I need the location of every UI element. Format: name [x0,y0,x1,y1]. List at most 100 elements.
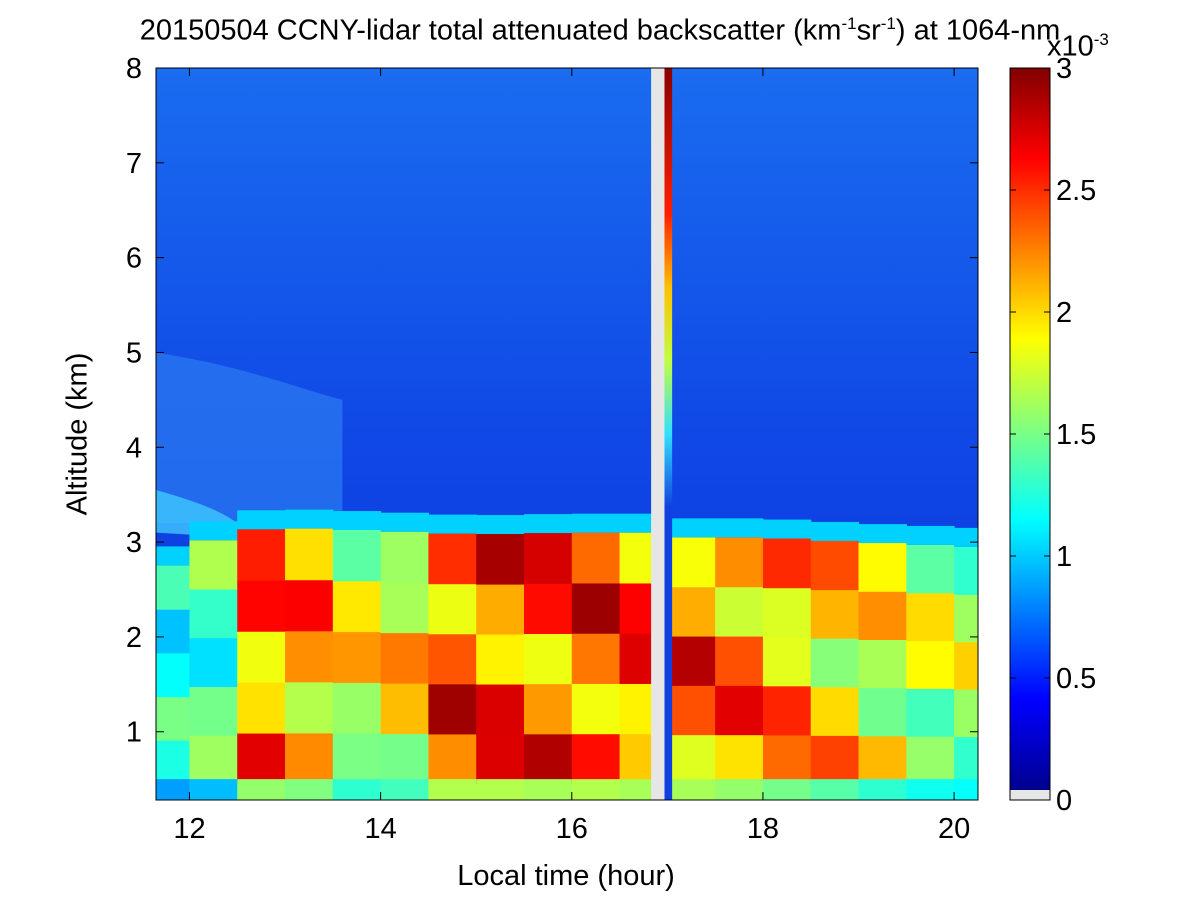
backscatter-cell [858,591,907,640]
backscatter-cell [428,683,477,735]
backscatter-cell [189,735,238,785]
layer-top-transition [285,509,334,529]
backscatter-cell [332,580,382,633]
backscatter-cell [332,682,382,734]
backscatter-cell [380,531,430,583]
layer-top-transition [476,515,525,535]
layer-top-transition [667,518,716,538]
surface-band [906,779,955,800]
backscatter-cell [954,641,978,690]
backscatter-cell [189,637,238,688]
backscatter-cell [954,689,978,738]
backscatter-cell [667,586,716,637]
backscatter-cell [476,534,525,585]
surface-band [332,779,382,800]
surface-band [285,779,334,800]
backscatter-cell [380,733,430,785]
backscatter-cell [858,639,907,689]
backscatter-cell [156,652,191,698]
backscatter-cell [523,683,573,735]
backscatter-cell [332,530,382,582]
backscatter-cell [237,682,286,734]
backscatter-cell [810,686,860,736]
surface-band [523,779,573,800]
backscatter-cell [858,735,907,785]
backscatter-cell [954,546,978,595]
backscatter-cell [285,630,334,683]
layer-top-transition [715,518,764,538]
x-tick-label: 18 [747,813,779,845]
backscatter-cell [237,529,286,581]
backscatter-cell [906,544,955,594]
x-axis-label: Local time (hour) [457,860,675,892]
surface-band [667,779,716,800]
backscatter-cell [428,733,477,785]
backscatter-cell [810,540,860,591]
y-tick-label: 8 [126,53,142,85]
backscatter-cell [762,538,812,589]
backscatter-cell [762,636,812,687]
backscatter-cell [954,736,978,785]
backscatter-cell [237,631,286,683]
x-tick-label: 20 [938,813,970,845]
x-tick-label: 12 [173,813,205,845]
backscatter-cell [571,683,621,735]
backscatter-cell [380,682,430,735]
colorbar-tick-label: 0 [1056,785,1072,817]
backscatter-cell [285,528,334,581]
backscatter-cell [380,582,430,634]
residual-layer [156,352,343,524]
backscatter-cell [667,685,716,736]
backscatter-cell [380,632,430,684]
layer-top-transition [156,546,191,566]
colorbar-gradient [1010,68,1050,790]
surface-band [571,779,621,800]
colorbar-tick-label: 1 [1056,541,1072,573]
backscatter-cell [476,633,525,685]
y-tick-label: 5 [126,337,142,369]
surface-band [380,779,430,800]
surface-band [715,779,764,800]
backscatter-cell [906,736,955,785]
layer-top-transition [189,521,238,541]
colorbar-nodata [1010,790,1050,800]
backscatter-cell [237,732,286,785]
backscatter-cell [571,633,621,684]
surface-band [858,779,907,800]
backscatter-cell [858,543,907,592]
backscatter-cell [667,537,716,588]
backscatter-cell [156,740,191,785]
backscatter-cell [667,635,716,686]
layer-top-transition [237,510,286,530]
backscatter-cell [715,734,764,785]
backscatter-cell [428,633,477,685]
backscatter-cell [189,588,238,639]
y-tick-label: 3 [126,527,142,559]
layer-top-transition [332,511,382,531]
backscatter-cell [906,640,955,689]
backscatter-cell [428,583,477,635]
data-gap [651,68,665,800]
surface-band [810,779,860,800]
backscatter-cell [156,609,191,654]
saturated-profile [664,68,673,800]
colorbar-tick-label: 3 [1056,53,1072,85]
backscatter-cell [237,580,286,632]
layer-top-transition [571,513,621,533]
backscatter-cell [332,733,382,785]
backscatter-cell [858,687,907,737]
layer-top-transition [906,525,955,545]
backscatter-cell [715,586,764,637]
layer-top-transition [810,521,860,541]
backscatter-cell [285,681,334,734]
backscatter-cell [810,589,860,639]
backscatter-cell [156,696,191,741]
colorbar-multiplier: x10-3 [1047,30,1109,63]
backscatter-cell [189,686,238,736]
y-tick-label: 2 [126,622,142,654]
backscatter-cell [428,533,477,585]
backscatter-cell [762,685,812,736]
backscatter-cell [332,631,382,683]
layer-top-transition [523,514,573,534]
